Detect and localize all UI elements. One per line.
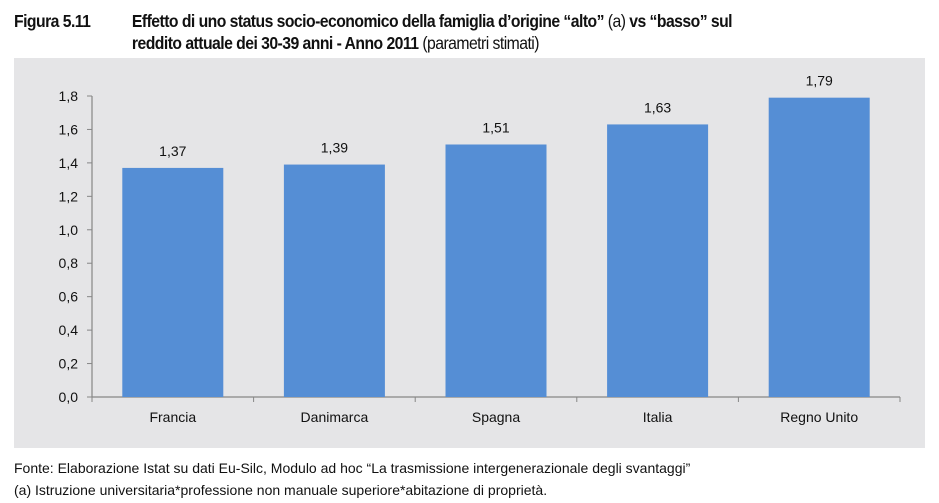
bar-regno-unito bbox=[768, 97, 870, 397]
y-tick-label: 1,6 bbox=[59, 121, 79, 137]
y-tick-label: 0,4 bbox=[59, 322, 79, 338]
y-tick-label: 0,2 bbox=[59, 356, 79, 372]
title-part: Effetto di uno status socio-economico de… bbox=[131, 11, 605, 31]
data-label: 1,63 bbox=[644, 99, 671, 115]
bar-francia bbox=[122, 167, 224, 397]
x-tick-label: Spagna bbox=[472, 409, 520, 425]
y-tick-label: 1,2 bbox=[59, 188, 79, 204]
data-label: 1,37 bbox=[159, 143, 186, 159]
source-note: Fonte: Elaborazione Istat su dati Eu-Sil… bbox=[14, 460, 691, 476]
x-tick-label: Italia bbox=[643, 409, 673, 425]
title-part: (a) bbox=[607, 11, 626, 31]
x-tick-label: Francia bbox=[149, 409, 196, 425]
bar-danimarca bbox=[283, 164, 385, 397]
y-tick-label: 1,4 bbox=[59, 155, 79, 171]
data-label: 1,51 bbox=[482, 119, 509, 135]
y-tick-label: 1,8 bbox=[59, 88, 79, 104]
data-label: 1,79 bbox=[806, 73, 833, 89]
figure-label: Figura 5.11 bbox=[14, 11, 91, 31]
footnote: (a) Istruzione universitaria*professione… bbox=[14, 482, 548, 498]
bar-spagna bbox=[445, 144, 547, 397]
data-label: 1,39 bbox=[321, 140, 348, 156]
title-part: vs “basso” sul bbox=[629, 11, 733, 31]
y-tick-label: 0,6 bbox=[59, 289, 79, 305]
y-tick-label: 0,8 bbox=[59, 255, 79, 271]
title-part: (parametri stimati) bbox=[422, 33, 539, 53]
chart-title: Figura 5.11 Effetto di uno status socio-e… bbox=[14, 10, 923, 54]
x-tick-label: Regno Unito bbox=[780, 409, 858, 425]
y-tick-label: 1,0 bbox=[59, 222, 79, 238]
y-tick-label: 0,0 bbox=[59, 389, 79, 405]
title-part: reddito attuale dei 30-39 anni - Anno 20… bbox=[131, 33, 419, 53]
bar-italia bbox=[607, 124, 709, 397]
x-tick-label: Danimarca bbox=[301, 409, 369, 425]
footer: Fonte: Elaborazione Istat su dati Eu-Sil… bbox=[14, 457, 690, 501]
